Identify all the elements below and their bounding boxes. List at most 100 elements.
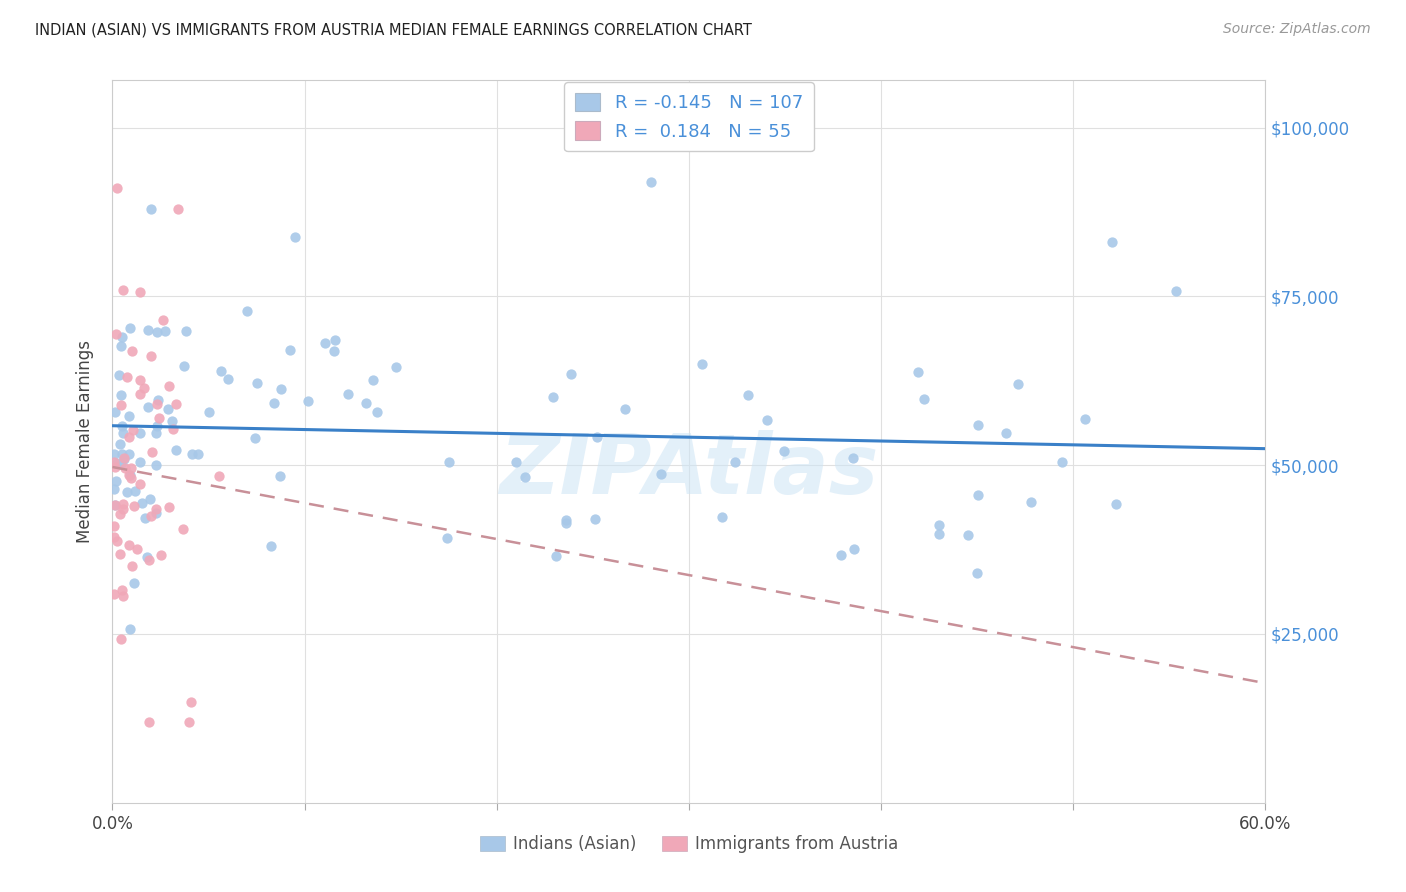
Point [297, 393, 319, 408]
Point [125, 541, 148, 556]
Point [115, 484, 138, 499]
Point [180, 694, 202, 708]
Point [129, 373, 152, 387]
Point [928, 526, 950, 541]
Point [104, 459, 127, 474]
Point [108, 437, 131, 451]
Point [145, 506, 167, 520]
Point [546, 549, 568, 563]
Point [118, 409, 141, 424]
Point [112, 501, 135, 516]
Point [124, 484, 146, 499]
Point [129, 426, 152, 441]
Point [107, 456, 129, 470]
Point [145, 325, 167, 339]
Point [136, 550, 159, 565]
Point [284, 229, 307, 244]
Point [236, 303, 259, 318]
Point [145, 502, 167, 516]
Point [436, 531, 458, 545]
Point [103, 482, 125, 496]
Point [103, 587, 125, 601]
Point [139, 508, 162, 523]
Point [640, 175, 662, 189]
Point [366, 405, 388, 419]
Point [111, 590, 134, 604]
Point [928, 518, 950, 533]
Point [122, 423, 145, 437]
Point [134, 511, 156, 525]
Point [110, 339, 132, 353]
Point [129, 387, 152, 401]
Point [111, 582, 134, 597]
Point [1019, 495, 1042, 509]
Point [118, 467, 141, 482]
Point [148, 411, 170, 425]
Point [103, 530, 125, 544]
Point [124, 499, 146, 513]
Point [139, 349, 162, 363]
Point [177, 714, 200, 729]
Point [110, 547, 132, 561]
Point [107, 368, 129, 382]
Point [269, 468, 291, 483]
Point [966, 566, 988, 580]
Point [111, 446, 134, 460]
Point [145, 425, 167, 440]
Point [585, 430, 607, 444]
Point [187, 447, 209, 461]
Point [755, 413, 778, 427]
Point [103, 519, 125, 533]
Point [1073, 411, 1095, 425]
Point [112, 426, 135, 441]
Point [1166, 285, 1188, 299]
Point [141, 445, 163, 459]
Point [724, 455, 747, 469]
Point [385, 359, 408, 374]
Point [104, 326, 127, 341]
Point [260, 539, 283, 553]
Point [111, 330, 134, 344]
Point [110, 387, 132, 401]
Point [152, 312, 174, 326]
Point [103, 447, 125, 461]
Point [138, 714, 160, 729]
Point [710, 509, 733, 524]
Point [121, 344, 143, 359]
Point [555, 513, 578, 527]
Point [145, 397, 167, 411]
Point [1105, 498, 1128, 512]
Point [111, 419, 134, 434]
Point [136, 323, 159, 337]
Point [172, 522, 194, 536]
Point [112, 452, 135, 467]
Point [830, 548, 852, 562]
Point [165, 443, 187, 458]
Point [124, 575, 146, 590]
Point [118, 538, 141, 552]
Point [515, 469, 537, 483]
Point [138, 553, 160, 567]
Point [105, 533, 128, 548]
Point [157, 379, 180, 393]
Point [737, 388, 759, 402]
Point [110, 632, 132, 646]
Point [560, 368, 582, 382]
Point [114, 461, 136, 475]
Point [439, 455, 461, 469]
Legend: Indians (Asian), Immigrants from Austria: Indians (Asian), Immigrants from Austria [474, 828, 904, 860]
Point [110, 398, 132, 412]
Point [166, 202, 188, 216]
Point [118, 623, 141, 637]
Point [842, 451, 865, 466]
Point [104, 498, 127, 512]
Point [245, 431, 267, 445]
Point [121, 558, 143, 573]
Point [173, 359, 195, 373]
Point [120, 321, 142, 335]
Point [583, 512, 606, 526]
Point [1007, 377, 1029, 392]
Point [263, 396, 285, 410]
Point [160, 414, 183, 428]
Point [209, 364, 232, 378]
